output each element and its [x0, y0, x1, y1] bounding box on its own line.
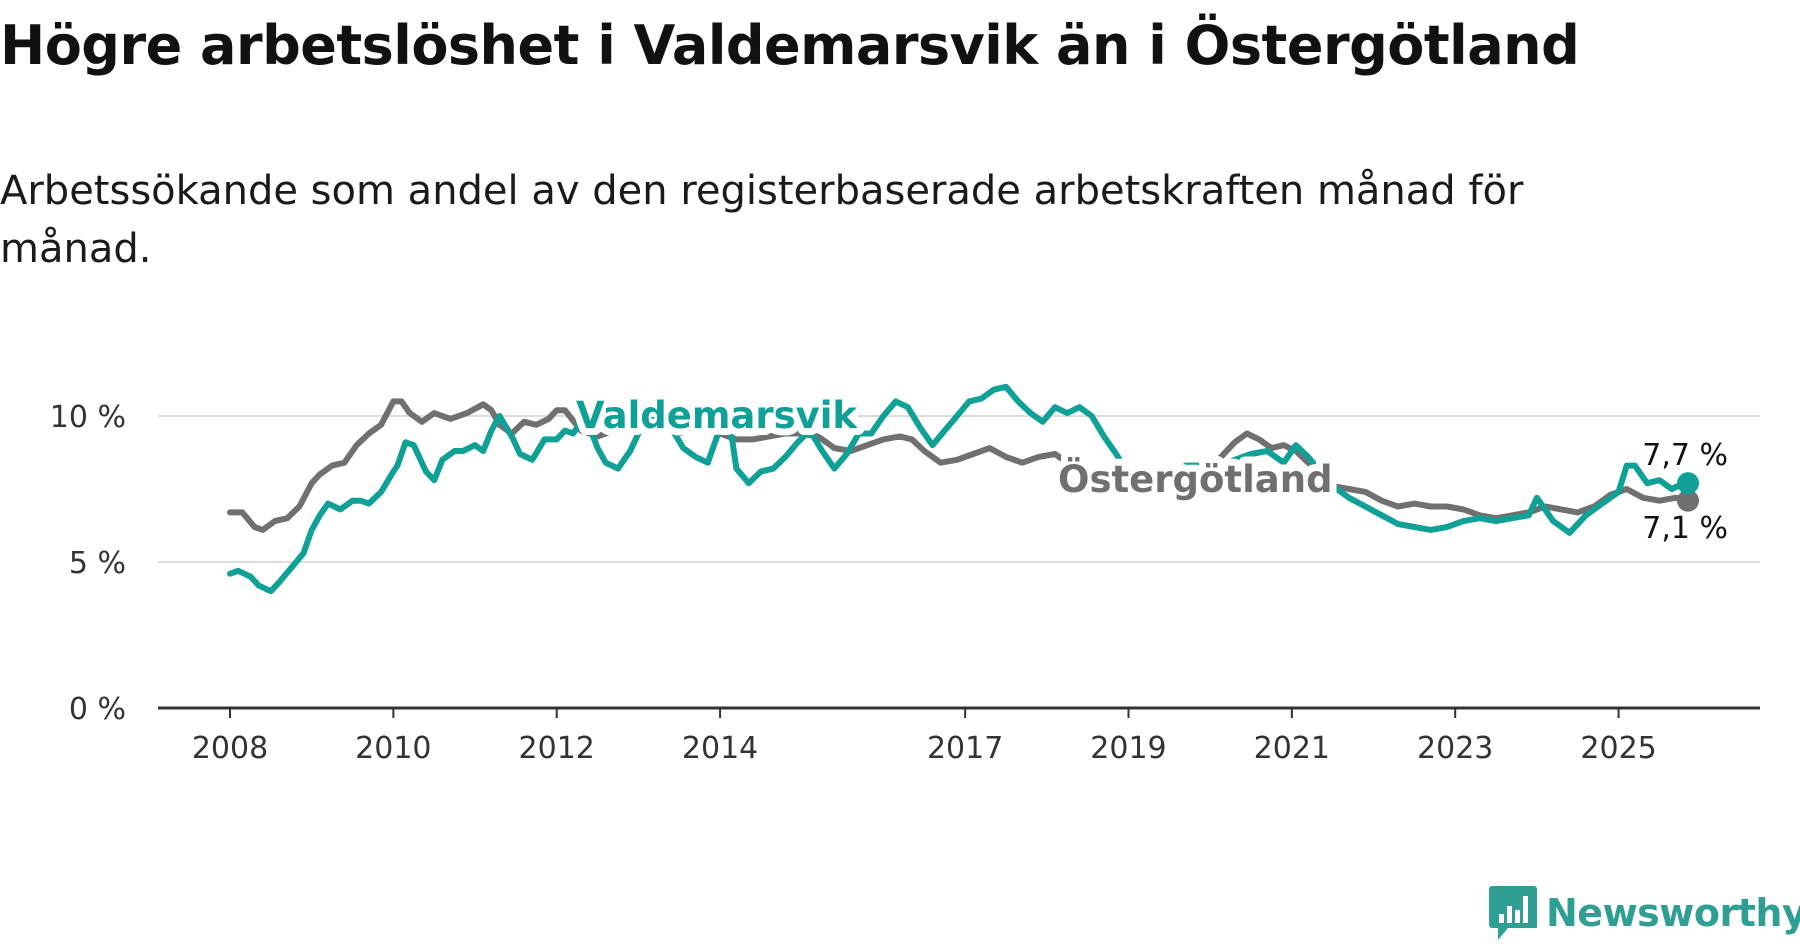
x-tick-label: 2023	[1417, 731, 1493, 766]
series-labels: Valdemarsvik Östergötland 7,7 % 7,1 %	[569, 387, 1728, 546]
x-tick-label: 2017	[927, 731, 1003, 766]
x-tick-label: 2014	[682, 731, 758, 766]
x-tick-label: 2010	[355, 731, 431, 766]
y-axis-ticks: 0 % 5 % 10 %	[50, 400, 126, 727]
x-tick-label: 2008	[192, 731, 268, 766]
gridlines	[158, 415, 1760, 563]
series-end-dot-ostergotland	[1677, 489, 1699, 512]
series-label-valdemarsvik: Valdemarsvik	[576, 394, 858, 437]
x-tick-label: 2021	[1254, 731, 1330, 766]
series-label-ostergotland: Östergötland	[1058, 457, 1333, 501]
y-tick-label: 10 %	[50, 400, 126, 435]
brand-name: Newsworthy	[1546, 891, 1800, 935]
newsworthy-logo-icon	[1489, 886, 1537, 940]
x-tick-label: 2012	[519, 731, 595, 766]
chart-subtitle: Arbetssökande som andel av den registerb…	[0, 168, 1524, 272]
chart-title: Högre arbetslöshet i Valdemarsvik än i Ö…	[0, 14, 1580, 77]
x-tick-label: 2019	[1090, 731, 1166, 766]
brand-logo: Newsworthy	[1488, 884, 1800, 942]
series-lines	[227, 383, 1699, 595]
series-line-valdemarsvik	[227, 383, 1691, 595]
y-tick-label: 0 %	[69, 692, 126, 727]
x-axis-ticks: 2008 2010 2012 2014 2017 2019 2021 2023 2025	[192, 708, 1657, 766]
end-value-label-valdemarsvik: 7,7 %	[1642, 438, 1728, 473]
series-line-ostergotland	[227, 398, 1691, 533]
y-tick-label: 5 %	[69, 546, 126, 581]
x-tick-label: 2025	[1580, 731, 1656, 766]
end-value-label-ostergotland: 7,1 %	[1642, 511, 1728, 546]
series-end-dot-valdemarsvik	[1677, 472, 1699, 495]
